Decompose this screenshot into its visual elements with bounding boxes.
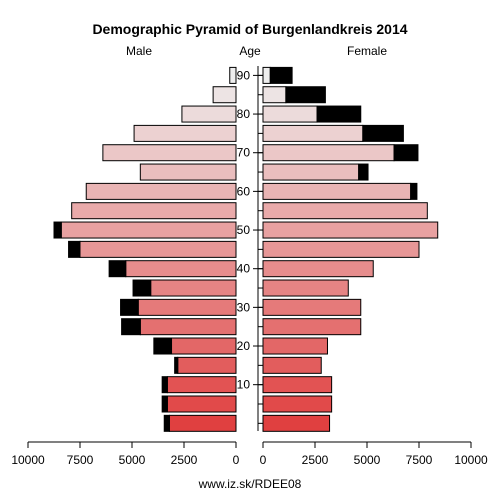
female-bar-80-84 [262,105,318,123]
x-tick-label: 10000 [11,453,45,467]
male-bar-10-14 [166,376,237,394]
male-bar-80-84 [181,105,237,123]
x-tick-label: 7500 [406,453,433,467]
x-tick-label: 10000 [454,453,488,467]
male-bar-30-34 [137,298,237,316]
female-bar-30-34 [262,298,362,316]
male-excess-50-54 [53,221,62,239]
male-bar-65-69 [139,163,237,181]
male-bar-25-29 [139,318,237,336]
female-bar-75-79 [262,124,364,142]
male-excess-30-34 [120,298,139,316]
female-bar-70-74 [262,144,395,162]
male-excess-40-44 [108,260,127,278]
female-bar-5-9 [262,395,333,413]
female-excess-60-64 [410,182,418,200]
male-bar-0-4 [168,414,237,432]
male-excess-35-39 [132,279,152,297]
x-tick-label: 2500 [302,453,329,467]
male-bar-35-39 [150,279,237,297]
male-bar-70-74 [102,144,237,162]
female-bar-0-4 [262,414,331,432]
male-bar-50-54 [60,221,237,239]
axes-layer: 10 20 30 40 50 60 70 80 90 10000 7500 5000 2500 0 0 250… [11,66,488,467]
male-excess-15-19 [174,356,179,374]
male-bar-60-64 [85,182,237,200]
male-excess-0-4 [163,414,170,432]
x-tick-label: 0 [260,453,267,467]
male-bar-90+ [229,66,237,84]
age-tick-label: 40 [237,262,251,276]
male-bar-85-89 [212,86,237,104]
age-tick-label: 50 [237,223,251,237]
x-tick-label: 7500 [67,453,94,467]
male-label: Male [126,44,152,58]
male-bar-5-9 [166,395,237,413]
age-tick-label: 20 [237,339,251,353]
female-bar-15-19 [262,356,322,374]
chart-title: Demographic Pyramid of Burgenlandkreis 2… [92,21,407,37]
age-label: Age [239,44,261,58]
male-bar-75-79 [133,124,237,142]
x-tick-label: 2500 [171,453,198,467]
female-label: Female [347,44,387,58]
source-footer: www.iz.sk/RDEE08 [198,477,302,491]
female-excess-85-89 [285,86,326,104]
female-bar-10-14 [262,376,333,394]
female-excess-65-69 [358,163,369,181]
age-tick-label: 80 [237,107,251,121]
male-bar-40-44 [125,260,237,278]
male-bar-45-49 [79,240,237,258]
female-bar-40-44 [262,260,374,278]
female-bar-25-29 [262,318,362,336]
female-bar-65-69 [262,163,360,181]
male-bar-15-19 [177,356,237,374]
x-tick-label: 5000 [354,453,381,467]
age-tick-label: 30 [237,300,251,314]
female-bar-45-49 [262,240,420,258]
female-bar-90+ [262,66,271,84]
female-bar-50-54 [262,221,439,239]
male-excess-45-49 [68,240,81,258]
male-excess-20-24 [153,337,173,355]
female-excess-75-79 [362,124,404,142]
bars-layer [53,66,439,432]
female-bar-85-89 [262,86,287,104]
male-bar-20-24 [171,337,237,355]
female-bar-20-24 [262,337,328,355]
male-bar-55-59 [71,202,237,220]
male-excess-25-29 [121,318,141,336]
female-excess-80-84 [316,105,362,123]
age-tick-label: 70 [237,146,251,160]
age-tick-label: 90 [237,68,251,82]
age-tick-label: 10 [237,378,251,392]
male-excess-10-14 [161,376,168,394]
x-tick-label: 0 [233,453,240,467]
female-bar-55-59 [262,202,428,220]
female-excess-90+ [269,66,293,84]
x-tick-label: 5000 [119,453,146,467]
female-excess-70-74 [393,144,419,162]
age-tick-label: 60 [237,184,251,198]
female-bar-35-39 [262,279,349,297]
male-excess-5-9 [161,395,168,413]
female-bar-60-64 [262,182,412,200]
